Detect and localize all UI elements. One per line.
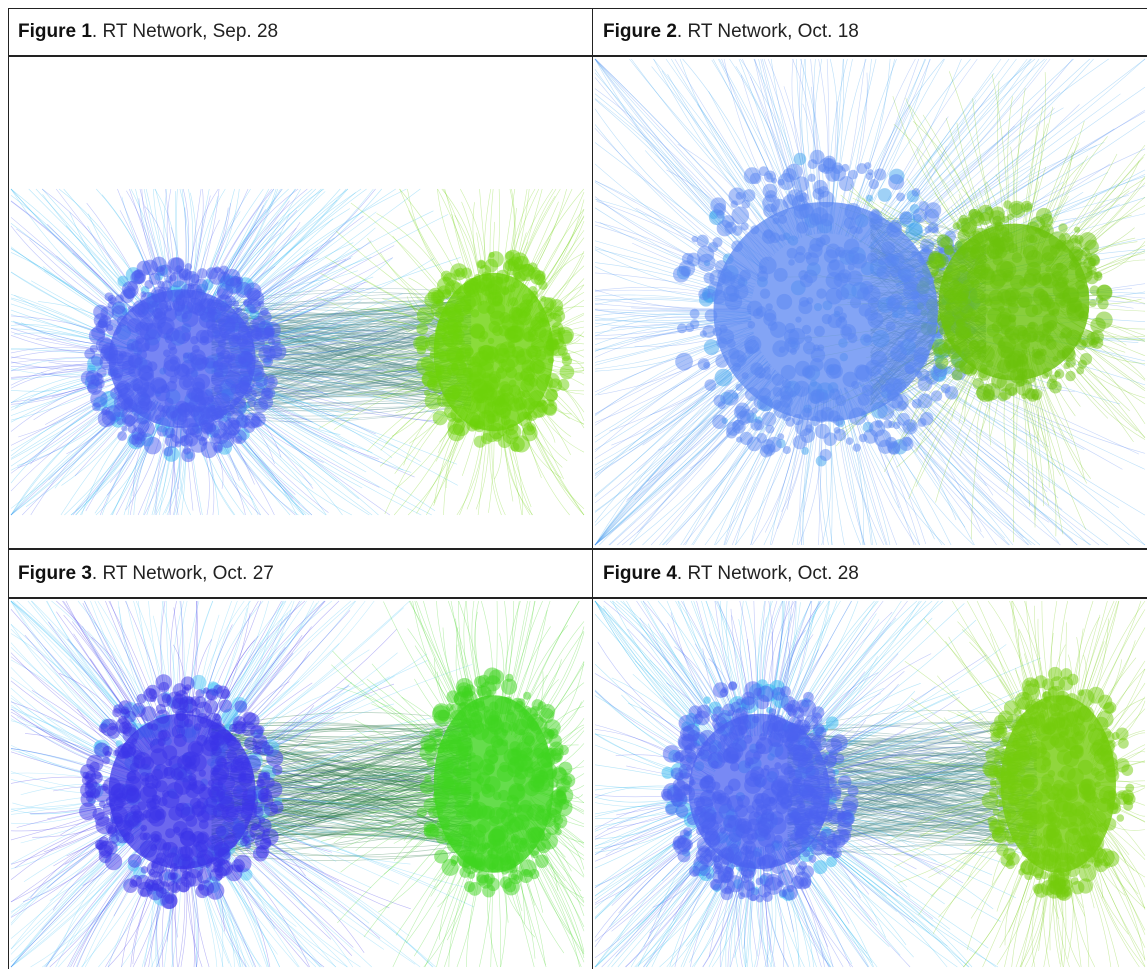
- figure-1-caption-text: . RT Network, Sep. 28: [91, 21, 279, 42]
- figure-2-network-image: [594, 58, 1146, 546]
- figure-1-label: Figure 1: [18, 21, 92, 42]
- table-left-rule: [8, 8, 9, 969]
- figure-4-caption: Figure 4. RT Network, Oct. 28: [593, 550, 1147, 598]
- figure-3-caption: Figure 3. RT Network, Oct. 27: [8, 550, 592, 598]
- figure-4-label: Figure 4: [603, 563, 677, 584]
- figure-1-caption: Figure 1. RT Network, Sep. 28: [8, 8, 592, 56]
- figure-3-label: Figure 3: [18, 563, 92, 584]
- header-rule-bottom: [8, 597, 1147, 599]
- figure-1-network-image: [10, 188, 585, 516]
- figure-3-caption-text: . RT Network, Oct. 27: [91, 563, 274, 584]
- figure-4-network-image: [594, 600, 1146, 968]
- figure-table: Figure 1. RT Network, Sep. 28 Figure 2. …: [8, 8, 1147, 969]
- figure-2-caption: Figure 2. RT Network, Oct. 18: [593, 8, 1147, 56]
- table-center-rule: [592, 8, 593, 969]
- table-top-rule: [8, 8, 1147, 9]
- row-divider: [8, 548, 1147, 550]
- figure-4-caption-text: . RT Network, Oct. 28: [676, 563, 859, 584]
- header-rule-top: [8, 55, 1147, 57]
- figure-2-caption-text: . RT Network, Oct. 18: [676, 21, 859, 42]
- figure-2-label: Figure 2: [603, 21, 677, 42]
- figure-3-network-image: [10, 600, 585, 968]
